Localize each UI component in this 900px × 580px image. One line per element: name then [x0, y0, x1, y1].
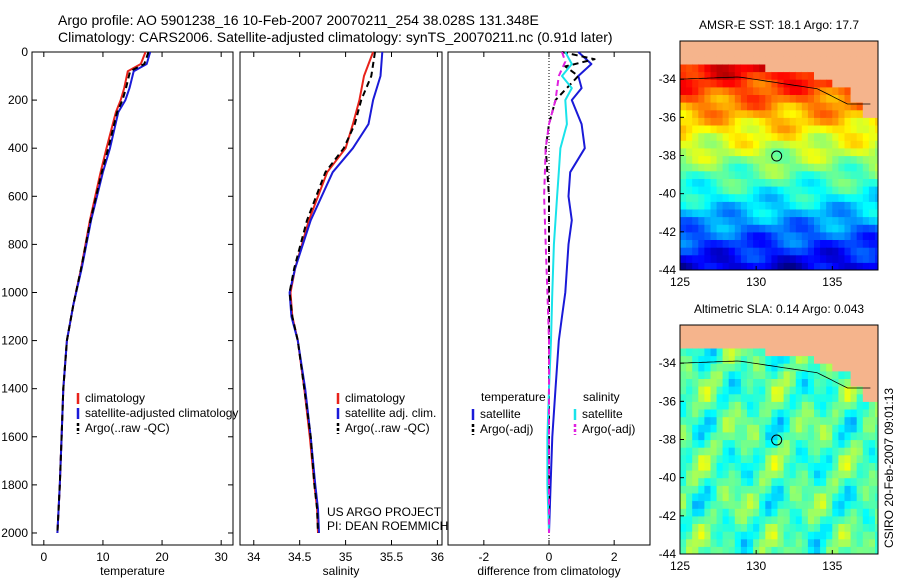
sst-map-ytick-label: -36 — [659, 110, 677, 124]
temperature-ytick-label: 800 — [8, 237, 28, 251]
temperature-xtick-label: 20 — [155, 550, 169, 564]
difference-xtick-label: 2 — [611, 550, 618, 564]
salinity-xtick-label: 34.5 — [288, 550, 312, 564]
temperature-ytick-label: 0 — [21, 45, 28, 59]
sst-map-ytick-label: -44 — [659, 263, 677, 277]
temperature-ytick-label: 200 — [8, 93, 28, 107]
difference-legend-1-1-label: Argo(-adj) — [582, 422, 635, 436]
difference-legend-title-1: salinity — [583, 390, 620, 404]
temperature-panel: 0 10 20 30 temperature 0 200 400 600 800 1000 1200 1… — [1, 45, 238, 578]
difference-legend-0-0-label: satellite — [480, 407, 521, 421]
difference-series-0 — [548, 51, 593, 534]
temperature-axes-box — [31, 51, 234, 546]
temperature-ytick-label: 1400 — [1, 382, 28, 396]
temperature-legend-0-label: climatology — [85, 391, 145, 405]
salinity-xlabel: salinity — [323, 564, 360, 578]
sst-map-title: AMSR-E SST: 18.1 Argo: 17.7 — [699, 18, 859, 32]
sla-map-ytick-label: -34 — [659, 356, 677, 370]
sst-map-xtick-label: 135 — [822, 275, 842, 289]
salinity-legend-1-label: satellite adj. clim. — [345, 406, 436, 420]
sst-map-xtick-label: 130 — [746, 275, 766, 289]
sst-map-ytick-label: -40 — [659, 187, 677, 201]
sla-map-title: Altimetric SLA: 0.14 Argo: 0.043 — [694, 302, 864, 316]
salinity-series-2 — [288, 51, 376, 534]
difference-legend-0-1-label: Argo(-adj) — [480, 422, 533, 436]
sla-map-panel: Altimetric SLA: 0.14 Argo: 0.043 125 130 13… — [659, 302, 879, 573]
temperature-xtick-label: 10 — [96, 550, 110, 564]
temperature-series-2 — [56, 51, 150, 534]
salinity-xtick-label: 36 — [431, 550, 445, 564]
temperature-ytick-label: 1600 — [1, 430, 28, 444]
salinity-legend-0-label: climatology — [345, 391, 405, 405]
temperature-xlabel: temperature — [100, 564, 165, 578]
salinity-xtick-label: 35 — [339, 550, 353, 564]
sst-map-ytick-label: -34 — [659, 72, 677, 86]
temperature-legend-1-label: satellite-adjusted climatology — [85, 406, 238, 420]
sla-map-grid — [680, 325, 878, 554]
difference-xtick-label: 0 — [546, 550, 553, 564]
difference-xtick-label: -2 — [479, 550, 490, 564]
salinity-legend-2-label: Argo(..raw -QC) — [345, 421, 430, 435]
sst-map-xtick-label: 125 — [670, 275, 690, 289]
sla-map-ytick-label: -42 — [659, 509, 677, 523]
temperature-ytick-label: 1200 — [1, 334, 28, 348]
temperature-legend-2-label: Argo(..raw -QC) — [85, 421, 170, 435]
difference-xlabel: difference from climatology — [477, 564, 620, 578]
temperature-ytick-label: 2000 — [1, 526, 28, 540]
sla-map-xtick-label: 135 — [822, 559, 842, 573]
sst-map-shelf-contour — [680, 76, 871, 105]
sst-map-ytick-label: -42 — [659, 225, 677, 239]
sst-map-grid — [680, 41, 878, 270]
sla-map-ytick-label: -40 — [659, 471, 677, 485]
salinity-axes-box — [239, 51, 443, 546]
temperature-ytick-label: 600 — [8, 189, 28, 203]
temperature-xtick-label: 0 — [40, 550, 47, 564]
sla-map-ytick-label: -36 — [659, 394, 677, 408]
temperature-ytick-label: 400 — [8, 141, 28, 155]
sst-map-panel: AMSR-E SST: 18.1 Argo: 17.7 125 130 135 -34 -… — [659, 18, 879, 289]
project-note-line2: PI: DEAN ROEMMICH — [327, 519, 448, 533]
difference-legend-1-0-label: satellite — [582, 407, 623, 421]
salinity-xtick-label: 35.5 — [380, 550, 404, 564]
sla-map-ytick-label: -44 — [659, 547, 677, 561]
project-note-line1: US ARGO PROJECT — [327, 505, 442, 519]
difference-legend-title-0: temperature — [481, 390, 546, 404]
difference-series-3 — [543, 51, 567, 533]
salinity-xtick-label: 34 — [247, 550, 261, 564]
sst-map-ytick-label: -38 — [659, 149, 677, 163]
side-stamp: CSIRO 20-Feb-2007 09:01:13 — [882, 388, 896, 548]
sla-map-ytick-label: -38 — [659, 433, 677, 447]
sla-map-shelf-contour — [680, 360, 871, 389]
figure-title-line2: Climatology: CARS2006. Satellite-adjuste… — [58, 29, 613, 45]
salinity-panel: 34 34.5 35 35.5 36 salinity climatologysatelli… — [239, 51, 445, 578]
temperature-ytick-label: 1000 — [1, 285, 28, 299]
temperature-ytick-label: 1800 — [1, 478, 28, 492]
sla-map-xtick-label: 125 — [670, 559, 690, 573]
sla-map-profile-marker — [771, 434, 783, 446]
sla-map-xtick-label: 130 — [746, 559, 766, 573]
sst-map-profile-marker — [771, 150, 783, 162]
temperature-xtick-label: 30 — [214, 550, 228, 564]
figure-title-line1: Argo profile: AO 5901238_16 10-Feb-2007 … — [58, 12, 539, 28]
